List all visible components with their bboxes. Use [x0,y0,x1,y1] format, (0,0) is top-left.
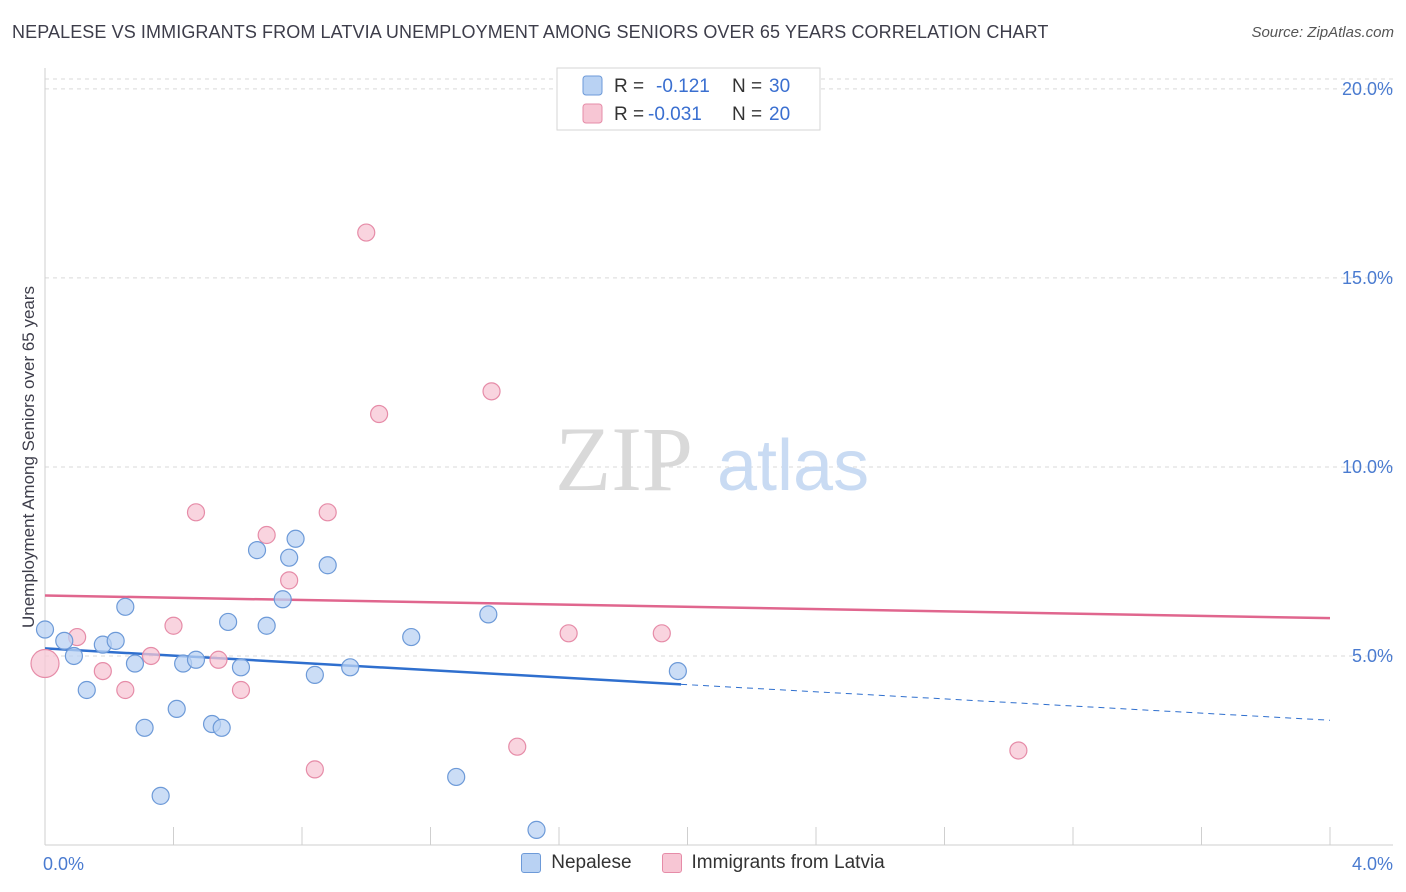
y-tick-label-0: 5.0% [1352,646,1393,666]
legend-n-label-2: N = [732,104,762,125]
point-latvia-7 [209,650,228,669]
point-nepalese-20 [280,548,299,567]
stats-legend: R = -0.121 N = 30 R = -0.031 N = 20 [556,67,821,131]
legend-label-nepalese: Nepalese [551,852,632,873]
point-nepalese-22 [305,665,324,684]
point-nepalese-17 [247,541,267,560]
point-nepalese-6 [116,597,135,616]
legend-n-value-2: 20 [769,104,790,125]
point-nepalese-1 [55,631,74,650]
point-latvia-5 [164,616,183,635]
point-nepalese-5 [106,631,125,650]
watermark: ZIP atlas [555,408,869,510]
legend-r-label-1: R = [614,76,644,97]
grid-lines [45,78,1393,657]
y-tick-labels: 5.0% 10.0% 15.0% 20.0% [1342,79,1393,666]
source-label: Source: ZipAtlas.com [1251,24,1394,41]
point-nepalese-25 [402,627,421,647]
point-nepalese-7 [125,654,145,673]
point-nepalese-14 [212,718,231,737]
point-nepalese-8 [135,718,154,737]
y-axis-label: Unemployment Among Seniors over 65 years [19,286,38,628]
point-nepalese-27 [479,605,498,624]
point-nepalese-2 [64,646,84,666]
legend-swatch-nepalese [582,75,603,96]
x-tick-label-1: 4.0% [1352,854,1393,874]
point-latvia-6 [186,503,206,522]
watermark-atlas: atlas [717,426,869,506]
x-tick-label-0: 0.0% [43,854,84,874]
legend-swatch-latvia [582,103,603,124]
point-nepalese-19 [273,590,292,609]
point-latvia-14 [370,404,389,424]
point-latvia-10 [280,571,299,590]
point-latvia-16 [508,737,527,756]
latvia-swatch [661,853,682,873]
point-nepalese-29 [668,661,687,681]
point-latvia-19 [1009,741,1028,760]
data-points [30,223,1028,839]
watermark-zip: ZIP [555,408,693,510]
legend-item-nepalese[interactable]: Nepalese [521,852,632,874]
trend-line-latvia [44,594,1331,620]
axes [44,68,1393,846]
point-nepalese-10 [167,699,186,719]
point-latvia-15 [482,382,501,401]
chart-title: NEPALESE VS IMMIGRANTS FROM LATVIA UNEMP… [12,22,1049,42]
point-nepalese-3 [77,680,96,700]
point-nepalese-18 [257,616,276,635]
point-nepalese-28 [527,820,546,839]
point-latvia-9 [257,525,276,545]
nepalese-swatch [521,853,542,873]
point-nepalese-9 [151,786,170,805]
point-nepalese-16 [231,658,251,677]
legend-label-latvia: Immigrants from Latvia [691,852,885,873]
point-latvia-18 [652,624,671,643]
point-latvia-4 [141,646,161,666]
legend-item-latvia[interactable]: Immigrants from Latvia [661,852,885,874]
trend-lines [44,594,1331,721]
point-latvia-13 [357,223,376,242]
legend-r-value-1: -0.121 [656,76,710,97]
legend-n-value-1: 30 [769,76,790,97]
point-nepalese-26 [447,767,466,787]
point-latvia-0 [30,648,60,679]
legend-n-label-1: N = [732,76,762,97]
legend-r-label-2: R = [614,104,644,125]
point-nepalese-0 [35,620,55,639]
y-tick-label-2: 15.0% [1342,268,1393,288]
x-tick-labels: 0.0% 4.0% [43,854,1393,874]
point-nepalese-15 [219,612,238,632]
point-latvia-3 [116,680,135,700]
trend-line-nepalese-extension [681,683,1331,721]
point-nepalese-21 [286,529,305,548]
y-tick-label-1: 10.0% [1342,457,1393,477]
point-latvia-8 [231,680,251,700]
y-tick-label-3: 20.0% [1342,79,1393,99]
legend-r-value-2: -0.031 [648,104,702,125]
point-latvia-2 [93,661,112,681]
point-nepalese-23 [318,556,337,575]
point-nepalese-12 [186,650,206,669]
point-nepalese-24 [341,658,360,677]
point-latvia-17 [559,624,578,643]
point-latvia-11 [305,760,324,779]
point-latvia-12 [318,503,337,522]
series-legend: Nepalese Immigrants from Latvia [0,852,1406,874]
